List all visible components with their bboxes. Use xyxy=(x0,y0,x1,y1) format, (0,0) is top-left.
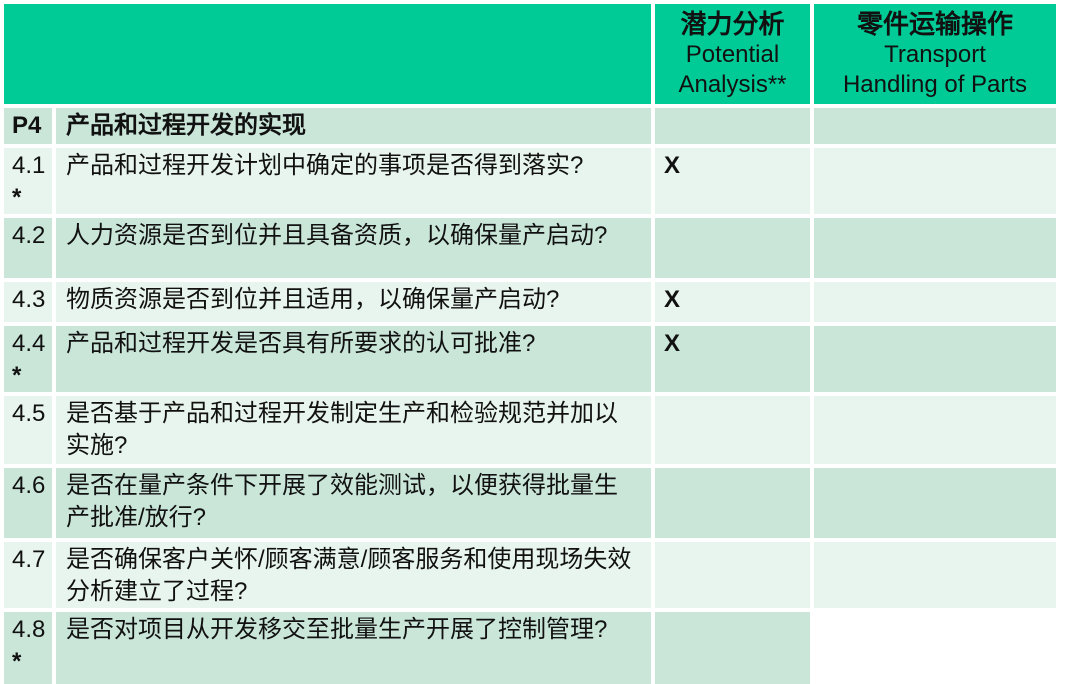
row-id-cell: 4.6 xyxy=(4,468,52,538)
potential-analysis-label-en-line1: Potential xyxy=(685,40,780,68)
row-id: 4.6 xyxy=(12,472,46,499)
transport-mark-cell xyxy=(814,148,1056,214)
question-cell: 是否确保客户关怀/顾客满意/顾客服务和使用现场失效分析建立了过程? xyxy=(56,542,651,608)
table-row-4-2: 4.2 人力资源是否到位并且具备资质，以确保量产启动? xyxy=(4,218,1056,278)
row-id-cell: 4.4 * xyxy=(4,326,52,392)
potential-mark-cell: X xyxy=(655,148,810,214)
header-cell-transport-handling: 零件运输操作 Transport Handling of Parts xyxy=(814,4,1056,104)
question-cell: 是否在量产条件下开展了效能测试，以便获得批量生产批准/放行? xyxy=(56,468,651,538)
potential-mark-cell xyxy=(655,396,810,464)
potential-analysis-label-zh: 潜力分析 xyxy=(680,8,785,39)
transport-handling-label-en-line2: Handling of Parts xyxy=(842,70,1028,98)
transport-mark-cell xyxy=(814,396,1056,464)
row-id-cell: 4.3 xyxy=(4,282,52,322)
row-id-cell: 4.1 * xyxy=(4,148,52,214)
question-cell: 人力资源是否到位并且具备资质，以确保量产启动? xyxy=(56,218,651,278)
header-row: 潜力分析 Potential Analysis** 零件运输操作 Transpo… xyxy=(4,4,1056,104)
table-row-4-5: 4.5 是否基于产品和过程开发制定生产和检验规范并加以实施? xyxy=(4,396,1056,464)
row-id: 4.5 xyxy=(12,400,46,427)
transport-mark-cell xyxy=(814,108,1056,144)
transport-mark-cell-blank xyxy=(814,612,1056,684)
potential-mark-cell: X xyxy=(655,326,810,392)
row-id: 4.3 xyxy=(12,286,46,313)
table-row-4-6: 4.6 是否在量产条件下开展了效能测试，以便获得批量生产批准/放行? xyxy=(4,468,1056,538)
question-cell: 是否基于产品和过程开发制定生产和检验规范并加以实施? xyxy=(56,396,651,464)
table-row-4-8: 4.8 * 是否对项目从开发移交至批量生产开展了控制管理? xyxy=(4,612,1056,684)
table-row-4-1: 4.1 * 产品和过程开发计划中确定的事项是否得到落实? X xyxy=(4,148,1056,214)
header-cell-potential-analysis: 潜力分析 Potential Analysis** xyxy=(655,4,810,104)
row-id: 4.8 xyxy=(12,616,46,643)
header-spacer-cell xyxy=(4,4,651,104)
question-cell: 是否对项目从开发移交至批量生产开展了控制管理? xyxy=(56,612,651,684)
row-id-cell: 4.5 xyxy=(4,396,52,464)
row-id-cell: P4 xyxy=(4,108,52,144)
potential-mark-cell xyxy=(655,612,810,684)
table-row-4-7: 4.7 是否确保客户关怀/顾客满意/顾客服务和使用现场失效分析建立了过程? xyxy=(4,542,1056,608)
question-cell: 产品和过程开发计划中确定的事项是否得到落实? xyxy=(56,148,651,214)
transport-handling-label-en-line1: Transport xyxy=(884,40,986,68)
row-id: 4.2 xyxy=(12,222,46,249)
row-id: 4.7 xyxy=(12,546,46,573)
row-id: P4 xyxy=(12,112,42,139)
row-id: 4.4 xyxy=(12,330,46,357)
row-id-cell: 4.7 xyxy=(4,542,52,608)
row-star: * xyxy=(12,648,22,675)
potential-analysis-label-en-line2: Analysis** xyxy=(678,70,787,98)
transport-handling-label-zh: 零件运输操作 xyxy=(856,8,1013,39)
section-title-cell: 产品和过程开发的实现 xyxy=(56,108,651,144)
transport-mark-cell xyxy=(814,218,1056,278)
transport-mark-cell xyxy=(814,282,1056,322)
row-id-cell: 4.8 * xyxy=(4,612,52,684)
table-row-4-4: 4.4 * 产品和过程开发是否具有所要求的认可批准? X xyxy=(4,326,1056,392)
potential-mark-cell: X xyxy=(655,282,810,322)
row-star: * xyxy=(12,362,22,389)
question-cell: 产品和过程开发是否具有所要求的认可批准? xyxy=(56,326,651,392)
transport-mark-cell xyxy=(814,468,1056,538)
row-id-cell: 4.2 xyxy=(4,218,52,278)
question-cell: 物质资源是否到位并且适用，以确保量产启动? xyxy=(56,282,651,322)
potential-mark-cell xyxy=(655,108,810,144)
row-id: 4.1 xyxy=(12,152,46,179)
table-row-p4: P4 产品和过程开发的实现 xyxy=(4,108,1056,144)
row-star: * xyxy=(12,184,22,211)
transport-mark-cell xyxy=(814,326,1056,392)
transport-mark-cell xyxy=(814,542,1056,608)
potential-mark-cell xyxy=(655,218,810,278)
potential-mark-cell xyxy=(655,468,810,538)
table-row-4-3: 4.3 物质资源是否到位并且适用，以确保量产启动? X xyxy=(4,282,1056,322)
potential-mark-cell xyxy=(655,542,810,608)
